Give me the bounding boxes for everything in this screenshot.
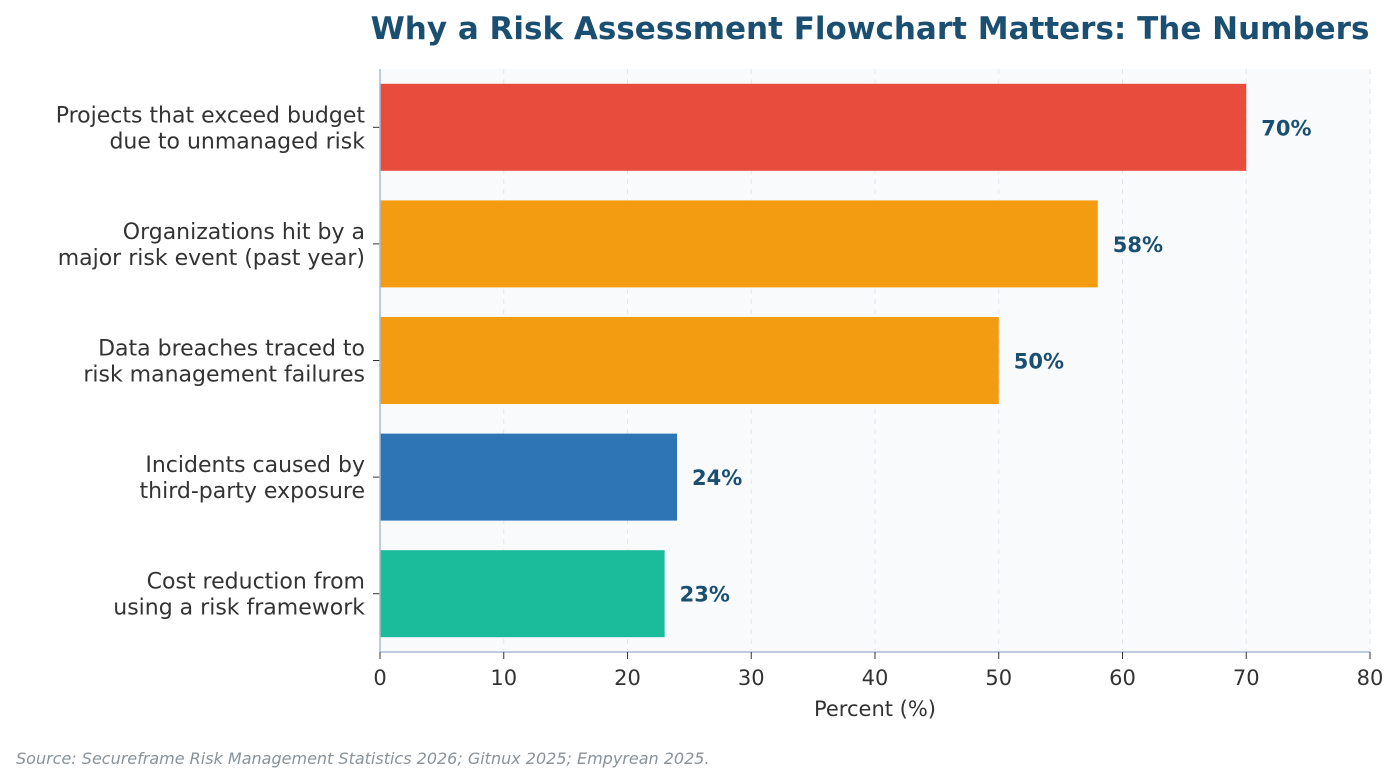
- x-tick-label: 30: [738, 666, 765, 690]
- x-tick-label: 60: [1109, 666, 1136, 690]
- x-tick-labels: 0 10 20 30 40 50 60 70 80: [373, 652, 1383, 690]
- category-label-line: using a risk framework: [113, 596, 365, 621]
- bar: [380, 83, 1247, 171]
- category-label: Projects that exceed budget due to unmana…: [56, 103, 366, 154]
- category-label: Incidents caused by third-party exposure: [140, 453, 365, 504]
- x-tick-label: 10: [490, 666, 517, 690]
- category-label: Data breaches traced to risk management f…: [83, 337, 365, 388]
- value-label: 23%: [680, 583, 730, 607]
- x-tick-label: 70: [1233, 666, 1260, 690]
- value-label: 24%: [692, 466, 742, 490]
- category-label-line: third-party exposure: [140, 479, 365, 504]
- source-note: Source: Secureframe Risk Management Stat…: [16, 749, 710, 768]
- value-label: 58%: [1113, 233, 1163, 257]
- category-labels: Projects that exceed budget due to unmana…: [56, 103, 380, 621]
- category-label: Cost reduction from using a risk framewor…: [113, 570, 365, 621]
- value-labels: 70% 58% 50% 24% 23%: [680, 116, 1312, 606]
- x-tick-label: 40: [862, 666, 889, 690]
- x-tick-label: 0: [373, 666, 386, 690]
- bar: [380, 433, 677, 521]
- category-label-line: due to unmanaged risk: [109, 129, 365, 154]
- x-axis-label: Percent (%): [814, 697, 936, 721]
- category-label-line: risk management failures: [83, 363, 365, 388]
- value-label: 50%: [1014, 350, 1064, 374]
- bar: [380, 317, 999, 404]
- category-label-line: Incidents caused by: [145, 453, 365, 478]
- category-label-line: Projects that exceed budget: [56, 103, 366, 128]
- category-label-line: major risk event (past year): [58, 246, 365, 271]
- x-tick-label: 20: [614, 666, 641, 690]
- value-label: 70%: [1261, 116, 1311, 140]
- chart-title: Why a Risk Assessment Flowchart Matters:…: [371, 11, 1370, 47]
- bar: [380, 550, 665, 638]
- bar: [380, 200, 1098, 288]
- category-label-line: Organizations hit by a: [123, 220, 365, 245]
- category-label: Organizations hit by a major risk event (…: [58, 220, 365, 271]
- x-tick-label: 50: [985, 666, 1012, 690]
- category-label-line: Data breaches traced to: [98, 337, 365, 362]
- category-label-line: Cost reduction from: [147, 570, 365, 595]
- bars: [380, 83, 1247, 638]
- x-tick-label: 80: [1357, 666, 1384, 690]
